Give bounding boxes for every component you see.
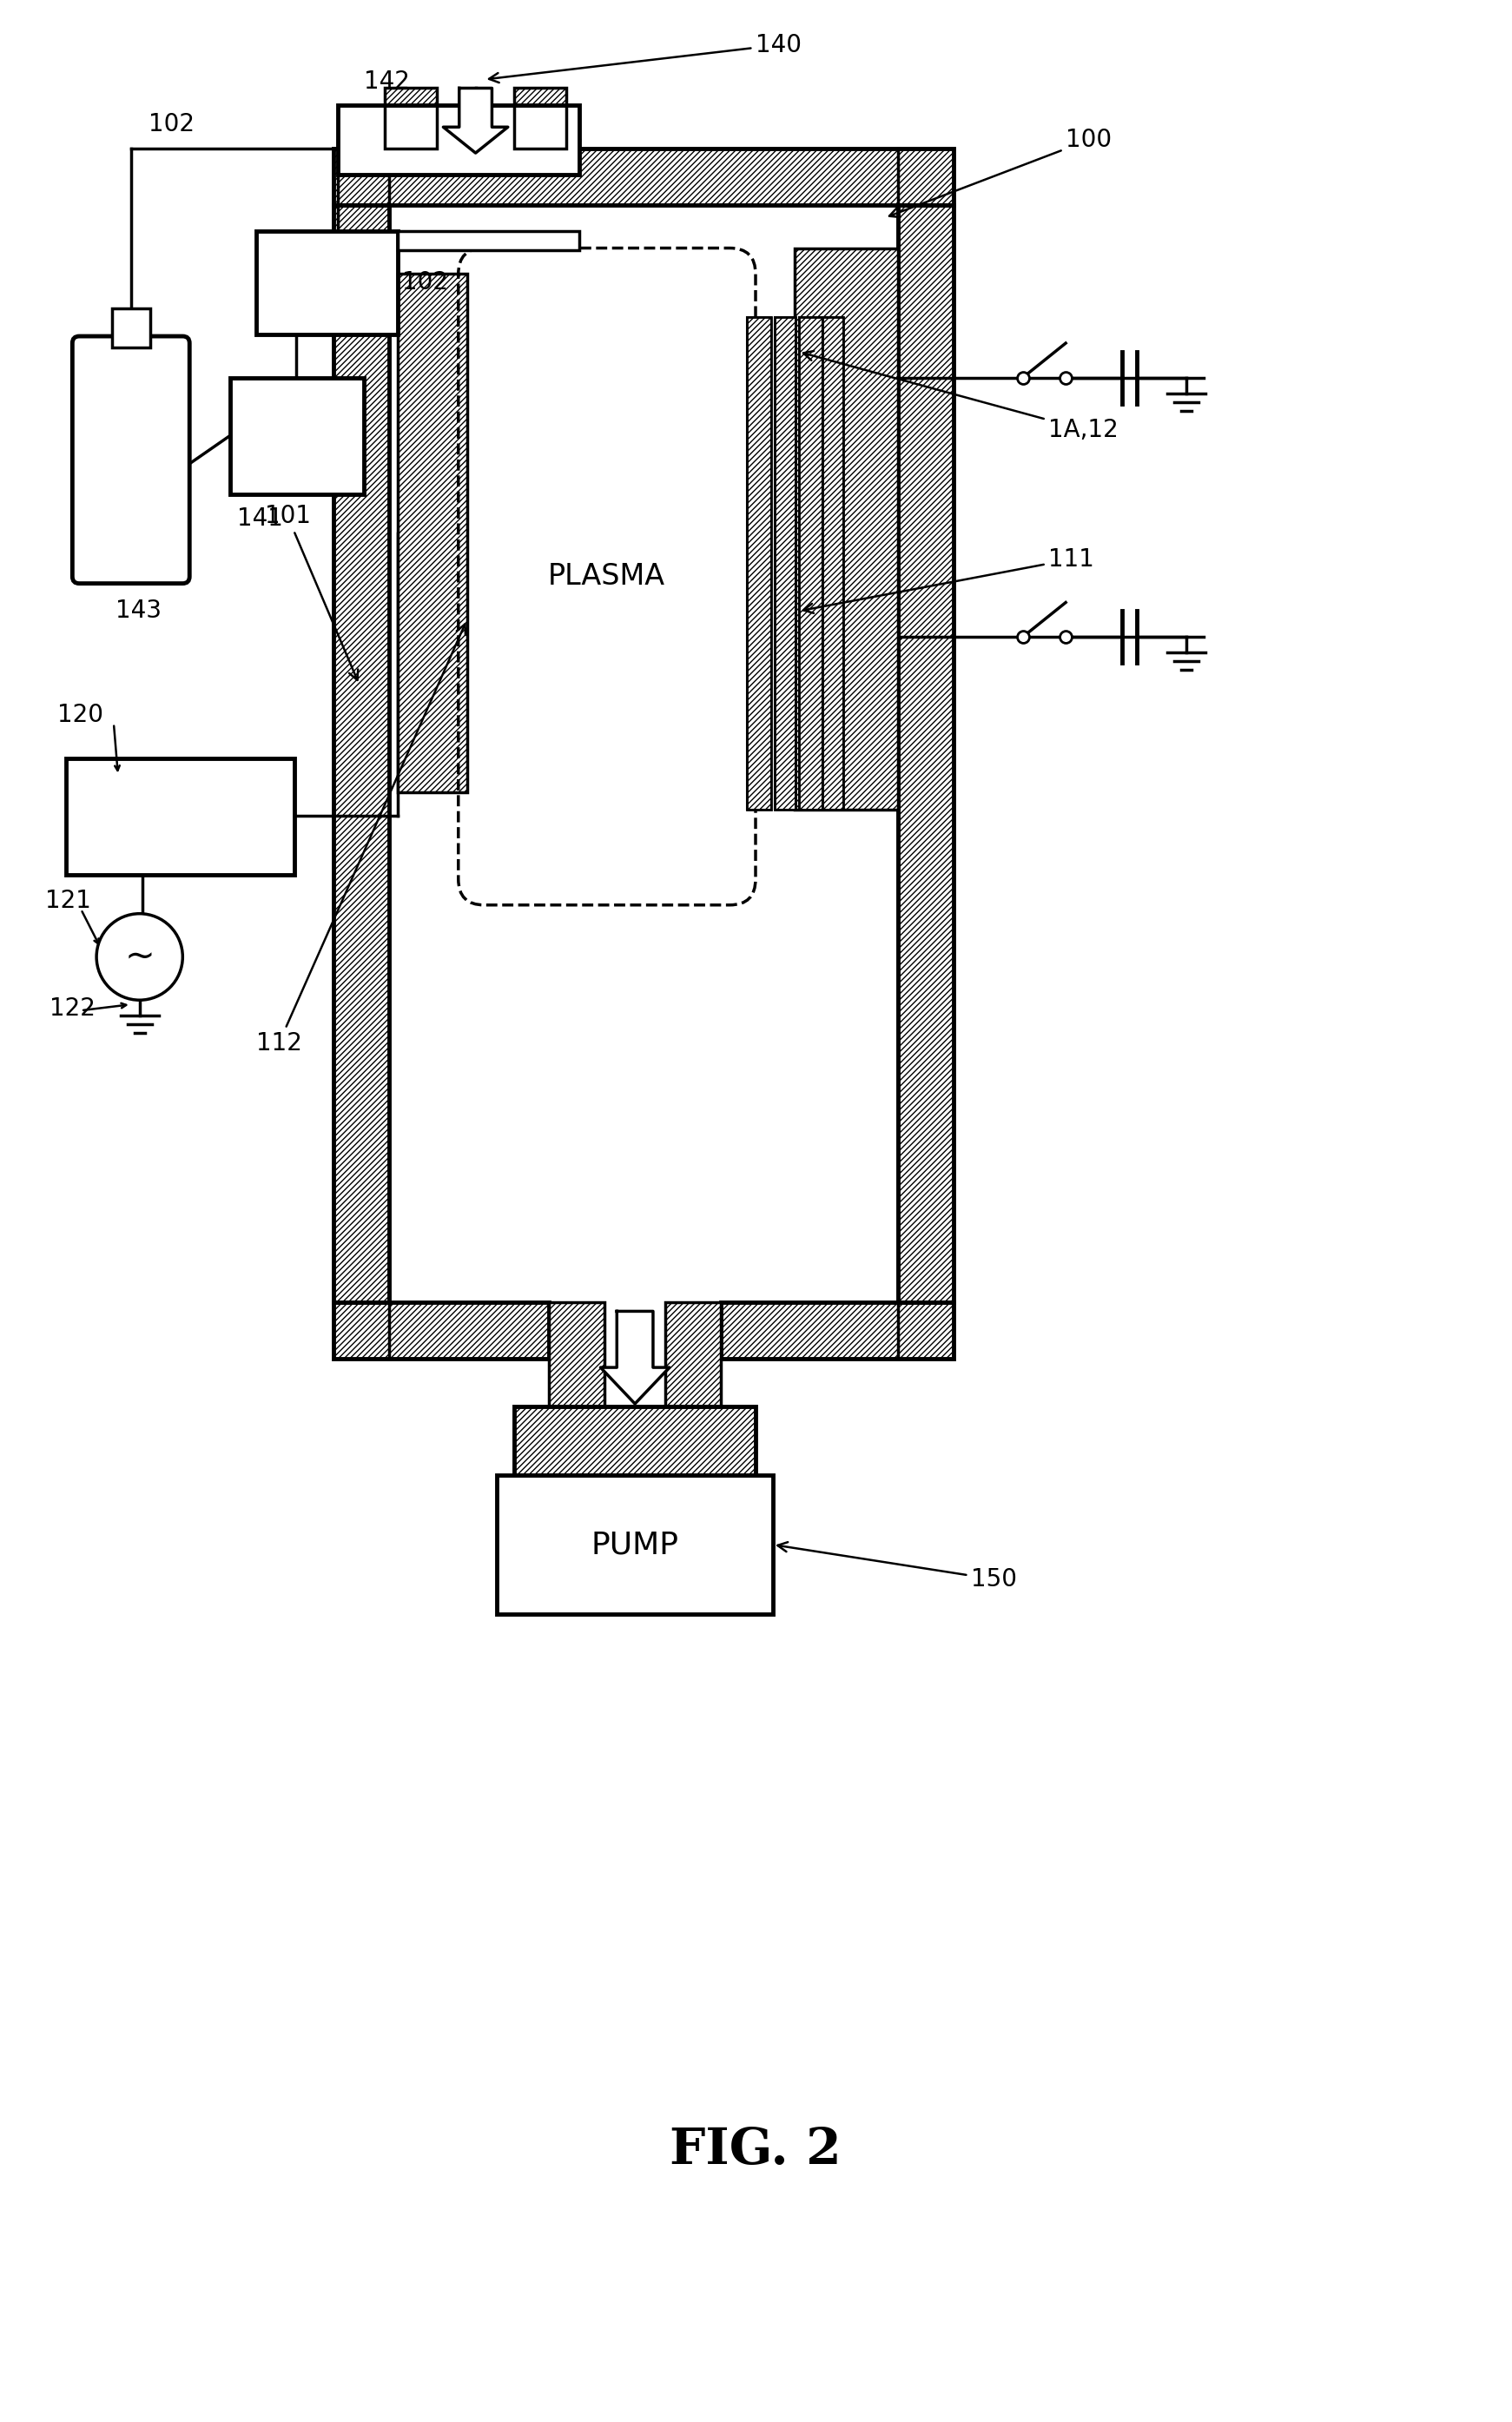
Bar	[747, 317, 771, 809]
Text: 100: 100	[889, 128, 1111, 218]
Text: 102: 102	[148, 111, 194, 136]
Bar	[230, 378, 363, 494]
Bar	[256, 230, 398, 334]
Bar	[514, 1407, 756, 1475]
Bar	[721, 1303, 954, 1359]
Bar	[549, 1303, 605, 1407]
Bar	[334, 1303, 549, 1359]
Bar	[774, 317, 795, 809]
Text: 112: 112	[256, 625, 466, 1056]
Text: 140: 140	[488, 34, 801, 82]
Bar	[67, 758, 295, 874]
Bar	[497, 1475, 773, 1613]
Bar	[747, 317, 771, 809]
Bar	[386, 87, 437, 148]
Text: PLASMA: PLASMA	[547, 562, 665, 591]
Polygon shape	[443, 87, 508, 153]
Bar	[398, 274, 467, 792]
Bar	[794, 247, 898, 809]
Text: 150: 150	[777, 1543, 1018, 1591]
Bar	[774, 317, 795, 809]
Bar	[334, 148, 954, 1359]
Bar	[823, 317, 844, 809]
Bar	[898, 206, 954, 1303]
Text: 122: 122	[48, 995, 95, 1022]
Text: 101: 101	[265, 504, 358, 681]
Text: FIG. 2: FIG. 2	[670, 2127, 842, 2175]
Text: 120: 120	[57, 702, 104, 727]
Bar	[514, 87, 565, 148]
Bar	[665, 1303, 721, 1407]
Text: 1A,12: 1A,12	[803, 351, 1119, 441]
Bar	[334, 148, 954, 206]
Bar	[794, 247, 898, 809]
Text: 141: 141	[237, 506, 283, 530]
Bar	[665, 1303, 721, 1407]
Bar	[334, 206, 390, 1303]
Polygon shape	[600, 1310, 670, 1405]
Bar	[514, 87, 565, 148]
Bar	[798, 317, 823, 809]
Bar	[390, 206, 898, 1303]
Bar	[549, 1303, 605, 1407]
Bar	[398, 230, 579, 249]
Bar	[798, 317, 823, 809]
Bar	[898, 206, 954, 1303]
Bar	[334, 1303, 549, 1359]
Text: 142: 142	[363, 70, 410, 94]
Bar	[721, 1303, 954, 1359]
Text: ~: ~	[124, 940, 154, 976]
FancyBboxPatch shape	[73, 337, 189, 584]
Text: 121: 121	[45, 889, 91, 913]
Bar	[334, 206, 390, 1303]
Bar	[112, 308, 150, 346]
Text: PUMP: PUMP	[591, 1531, 679, 1560]
Bar	[823, 317, 844, 809]
Circle shape	[97, 913, 183, 1000]
Bar	[514, 1407, 756, 1475]
Text: 102: 102	[402, 271, 449, 295]
Bar	[398, 274, 467, 792]
Text: 111: 111	[803, 547, 1095, 613]
Bar	[334, 148, 954, 206]
Bar	[337, 107, 579, 174]
Text: 143: 143	[115, 598, 162, 622]
Bar	[386, 87, 437, 148]
